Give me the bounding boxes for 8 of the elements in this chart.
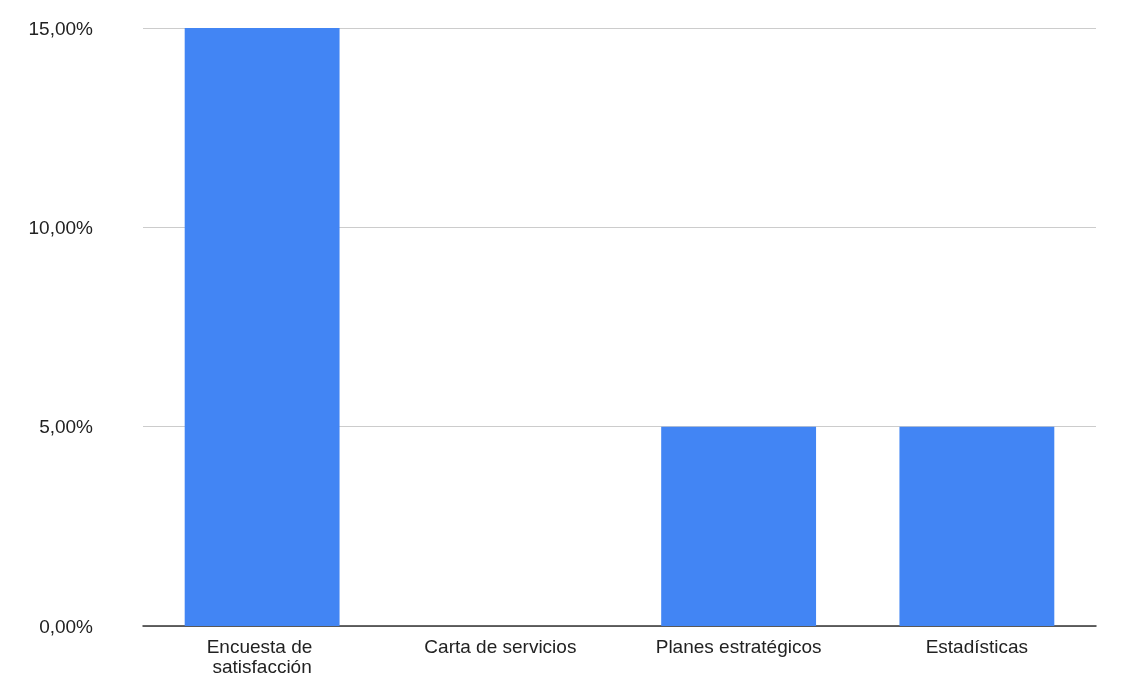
- y-tick-label: 0,00%: [39, 615, 94, 637]
- x-tick-label: Estadísticas: [925, 635, 1029, 657]
- x-tick-label: Carta de servicios: [424, 635, 577, 657]
- y-tick-label: 15,00%: [28, 17, 94, 39]
- x-tick-label: Encuesta de satisfacción: [206, 635, 318, 677]
- y-tick-label: 10,00%: [28, 216, 94, 238]
- x-tick-label: Planes estratégicos: [655, 635, 822, 657]
- y-tick-label: 5,00%: [39, 416, 94, 438]
